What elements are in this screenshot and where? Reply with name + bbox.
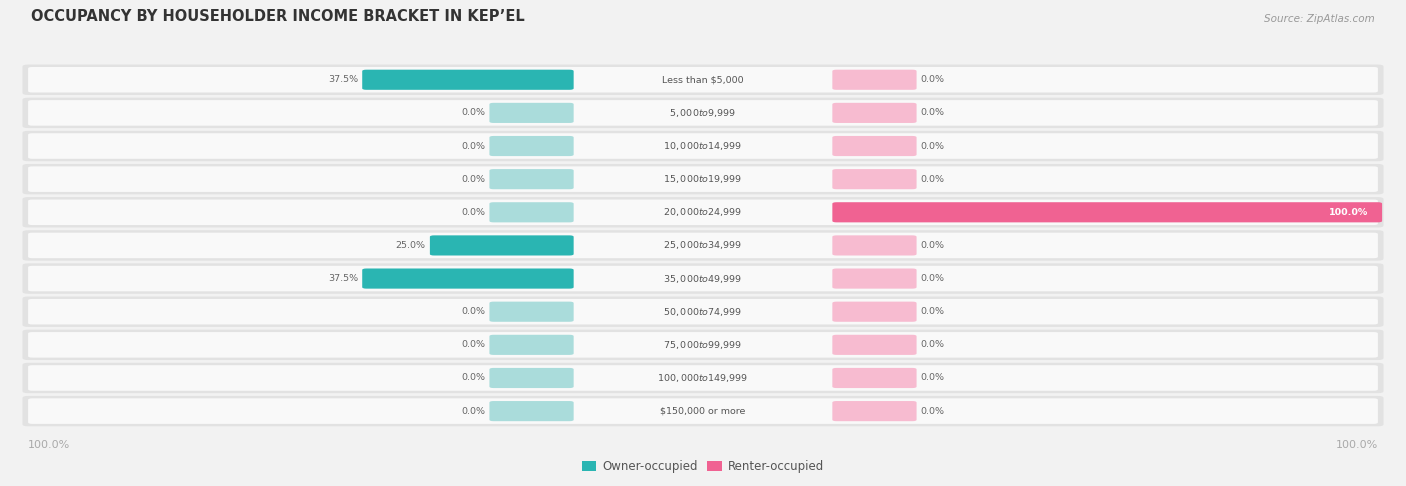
- Text: 0.0%: 0.0%: [461, 373, 485, 382]
- Text: $50,000 to $74,999: $50,000 to $74,999: [664, 306, 742, 318]
- FancyBboxPatch shape: [363, 268, 574, 289]
- Text: $150,000 or more: $150,000 or more: [661, 407, 745, 416]
- Text: $100,000 to $149,999: $100,000 to $149,999: [658, 372, 748, 384]
- FancyBboxPatch shape: [832, 103, 917, 123]
- FancyBboxPatch shape: [22, 396, 1384, 426]
- Text: 0.0%: 0.0%: [921, 75, 945, 84]
- FancyBboxPatch shape: [28, 100, 1378, 126]
- FancyBboxPatch shape: [489, 202, 574, 223]
- Text: 0.0%: 0.0%: [921, 241, 945, 250]
- FancyBboxPatch shape: [22, 363, 1384, 393]
- FancyBboxPatch shape: [832, 401, 917, 421]
- Text: 25.0%: 25.0%: [395, 241, 426, 250]
- FancyBboxPatch shape: [22, 65, 1384, 95]
- FancyBboxPatch shape: [832, 235, 917, 256]
- FancyBboxPatch shape: [832, 169, 917, 189]
- FancyBboxPatch shape: [489, 335, 574, 355]
- Text: 0.0%: 0.0%: [461, 208, 485, 217]
- FancyBboxPatch shape: [489, 103, 574, 123]
- FancyBboxPatch shape: [28, 67, 1378, 92]
- FancyBboxPatch shape: [28, 266, 1378, 291]
- FancyBboxPatch shape: [832, 335, 917, 355]
- FancyBboxPatch shape: [22, 330, 1384, 360]
- Text: $10,000 to $14,999: $10,000 to $14,999: [664, 140, 742, 152]
- Text: $35,000 to $49,999: $35,000 to $49,999: [664, 273, 742, 285]
- FancyBboxPatch shape: [28, 332, 1378, 358]
- FancyBboxPatch shape: [28, 200, 1378, 225]
- FancyBboxPatch shape: [28, 133, 1378, 159]
- Text: $25,000 to $34,999: $25,000 to $34,999: [664, 240, 742, 251]
- FancyBboxPatch shape: [22, 164, 1384, 194]
- FancyBboxPatch shape: [832, 268, 917, 289]
- FancyBboxPatch shape: [28, 299, 1378, 325]
- FancyBboxPatch shape: [489, 368, 574, 388]
- FancyBboxPatch shape: [28, 399, 1378, 424]
- FancyBboxPatch shape: [832, 69, 917, 90]
- FancyBboxPatch shape: [22, 131, 1384, 161]
- Text: 100.0%: 100.0%: [1336, 440, 1378, 450]
- Text: 0.0%: 0.0%: [921, 373, 945, 382]
- FancyBboxPatch shape: [22, 197, 1384, 227]
- Text: $75,000 to $99,999: $75,000 to $99,999: [664, 339, 742, 351]
- FancyBboxPatch shape: [832, 368, 917, 388]
- Text: Source: ZipAtlas.com: Source: ZipAtlas.com: [1264, 14, 1375, 24]
- FancyBboxPatch shape: [28, 365, 1378, 391]
- FancyBboxPatch shape: [489, 302, 574, 322]
- Text: $15,000 to $19,999: $15,000 to $19,999: [664, 173, 742, 185]
- Text: 0.0%: 0.0%: [461, 407, 485, 416]
- FancyBboxPatch shape: [22, 230, 1384, 260]
- Text: $5,000 to $9,999: $5,000 to $9,999: [669, 107, 737, 119]
- Text: Less than $5,000: Less than $5,000: [662, 75, 744, 84]
- FancyBboxPatch shape: [489, 169, 574, 189]
- Text: 0.0%: 0.0%: [461, 108, 485, 118]
- FancyBboxPatch shape: [489, 401, 574, 421]
- Text: 37.5%: 37.5%: [328, 75, 359, 84]
- FancyBboxPatch shape: [430, 235, 574, 256]
- Legend: Owner-occupied, Renter-occupied: Owner-occupied, Renter-occupied: [578, 455, 828, 478]
- Text: 37.5%: 37.5%: [328, 274, 359, 283]
- FancyBboxPatch shape: [28, 233, 1378, 258]
- Text: 0.0%: 0.0%: [921, 274, 945, 283]
- Text: 100.0%: 100.0%: [1329, 208, 1368, 217]
- Text: 0.0%: 0.0%: [921, 340, 945, 349]
- Text: 0.0%: 0.0%: [921, 174, 945, 184]
- Text: 0.0%: 0.0%: [921, 108, 945, 118]
- Text: 0.0%: 0.0%: [461, 340, 485, 349]
- Text: $20,000 to $24,999: $20,000 to $24,999: [664, 206, 742, 218]
- Text: 0.0%: 0.0%: [461, 307, 485, 316]
- FancyBboxPatch shape: [22, 263, 1384, 294]
- Text: 100.0%: 100.0%: [28, 440, 70, 450]
- FancyBboxPatch shape: [22, 296, 1384, 327]
- FancyBboxPatch shape: [832, 136, 917, 156]
- Text: 0.0%: 0.0%: [921, 307, 945, 316]
- FancyBboxPatch shape: [28, 166, 1378, 192]
- Text: 0.0%: 0.0%: [461, 174, 485, 184]
- FancyBboxPatch shape: [363, 69, 574, 90]
- Text: 0.0%: 0.0%: [921, 141, 945, 151]
- FancyBboxPatch shape: [489, 136, 574, 156]
- FancyBboxPatch shape: [22, 98, 1384, 128]
- Text: 0.0%: 0.0%: [921, 407, 945, 416]
- Text: OCCUPANCY BY HOUSEHOLDER INCOME BRACKET IN KEP’EL: OCCUPANCY BY HOUSEHOLDER INCOME BRACKET …: [31, 9, 524, 24]
- Text: 0.0%: 0.0%: [461, 141, 485, 151]
- FancyBboxPatch shape: [832, 302, 917, 322]
- FancyBboxPatch shape: [832, 202, 1382, 223]
